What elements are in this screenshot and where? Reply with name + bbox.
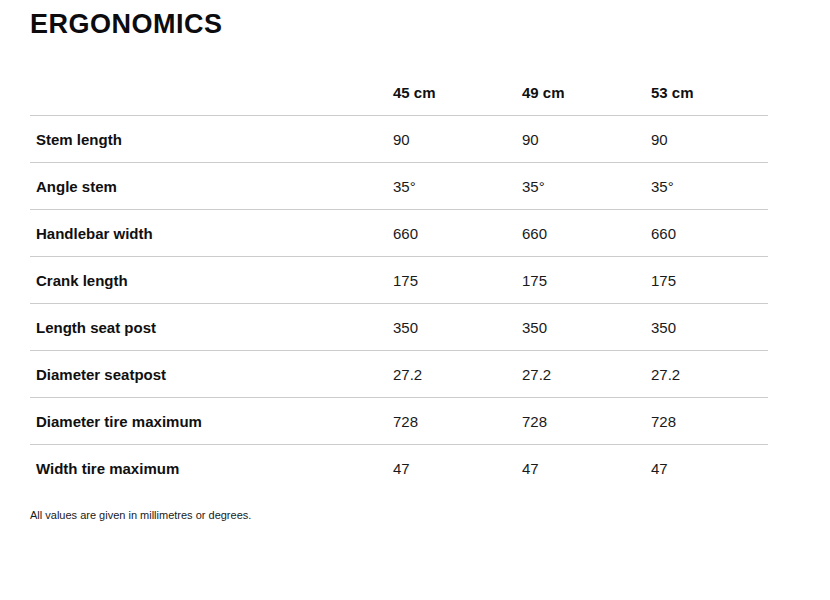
row-label: Crank length bbox=[30, 257, 387, 304]
cell-value: 175 bbox=[645, 257, 768, 304]
header-empty-cell bbox=[30, 70, 387, 116]
table-row: Diameter tire maximum 728 728 728 bbox=[30, 398, 768, 445]
cell-value: 35° bbox=[645, 163, 768, 210]
column-header-49cm: 49 cm bbox=[516, 70, 645, 116]
cell-value: 350 bbox=[516, 304, 645, 351]
row-label: Angle stem bbox=[30, 163, 387, 210]
ergonomics-page: ERGONOMICS 45 cm 49 cm 53 cm Stem length… bbox=[0, 8, 830, 600]
row-label: Diameter tire maximum bbox=[30, 398, 387, 445]
cell-value: 35° bbox=[516, 163, 645, 210]
cell-value: 27.2 bbox=[516, 351, 645, 398]
table-row: Stem length 90 90 90 bbox=[30, 116, 768, 163]
row-label: Width tire maximum bbox=[30, 445, 387, 492]
cell-value: 350 bbox=[387, 304, 516, 351]
table-row: Diameter seatpost 27.2 27.2 27.2 bbox=[30, 351, 768, 398]
units-footnote: All values are given in millimetres or d… bbox=[30, 509, 830, 521]
row-label: Diameter seatpost bbox=[30, 351, 387, 398]
table-row: Handlebar width 660 660 660 bbox=[30, 210, 768, 257]
cell-value: 728 bbox=[387, 398, 516, 445]
cell-value: 728 bbox=[645, 398, 768, 445]
row-label: Handlebar width bbox=[30, 210, 387, 257]
table-header-row: 45 cm 49 cm 53 cm bbox=[30, 70, 768, 116]
table-row: Width tire maximum 47 47 47 bbox=[30, 445, 768, 492]
cell-value: 350 bbox=[645, 304, 768, 351]
column-header-45cm: 45 cm bbox=[387, 70, 516, 116]
cell-value: 90 bbox=[387, 116, 516, 163]
row-label: Stem length bbox=[30, 116, 387, 163]
cell-value: 175 bbox=[387, 257, 516, 304]
ergonomics-table: 45 cm 49 cm 53 cm Stem length 90 90 90 A… bbox=[30, 70, 768, 491]
cell-value: 47 bbox=[516, 445, 645, 492]
cell-value: 728 bbox=[516, 398, 645, 445]
cell-value: 35° bbox=[387, 163, 516, 210]
cell-value: 27.2 bbox=[645, 351, 768, 398]
cell-value: 27.2 bbox=[387, 351, 516, 398]
table-row: Angle stem 35° 35° 35° bbox=[30, 163, 768, 210]
table-row: Crank length 175 175 175 bbox=[30, 257, 768, 304]
cell-value: 660 bbox=[645, 210, 768, 257]
cell-value: 90 bbox=[516, 116, 645, 163]
cell-value: 660 bbox=[516, 210, 645, 257]
cell-value: 47 bbox=[387, 445, 516, 492]
cell-value: 175 bbox=[516, 257, 645, 304]
cell-value: 660 bbox=[387, 210, 516, 257]
table-row: Length seat post 350 350 350 bbox=[30, 304, 768, 351]
cell-value: 90 bbox=[645, 116, 768, 163]
cell-value: 47 bbox=[645, 445, 768, 492]
column-header-53cm: 53 cm bbox=[645, 70, 768, 116]
page-title: ERGONOMICS bbox=[30, 8, 830, 40]
row-label: Length seat post bbox=[30, 304, 387, 351]
